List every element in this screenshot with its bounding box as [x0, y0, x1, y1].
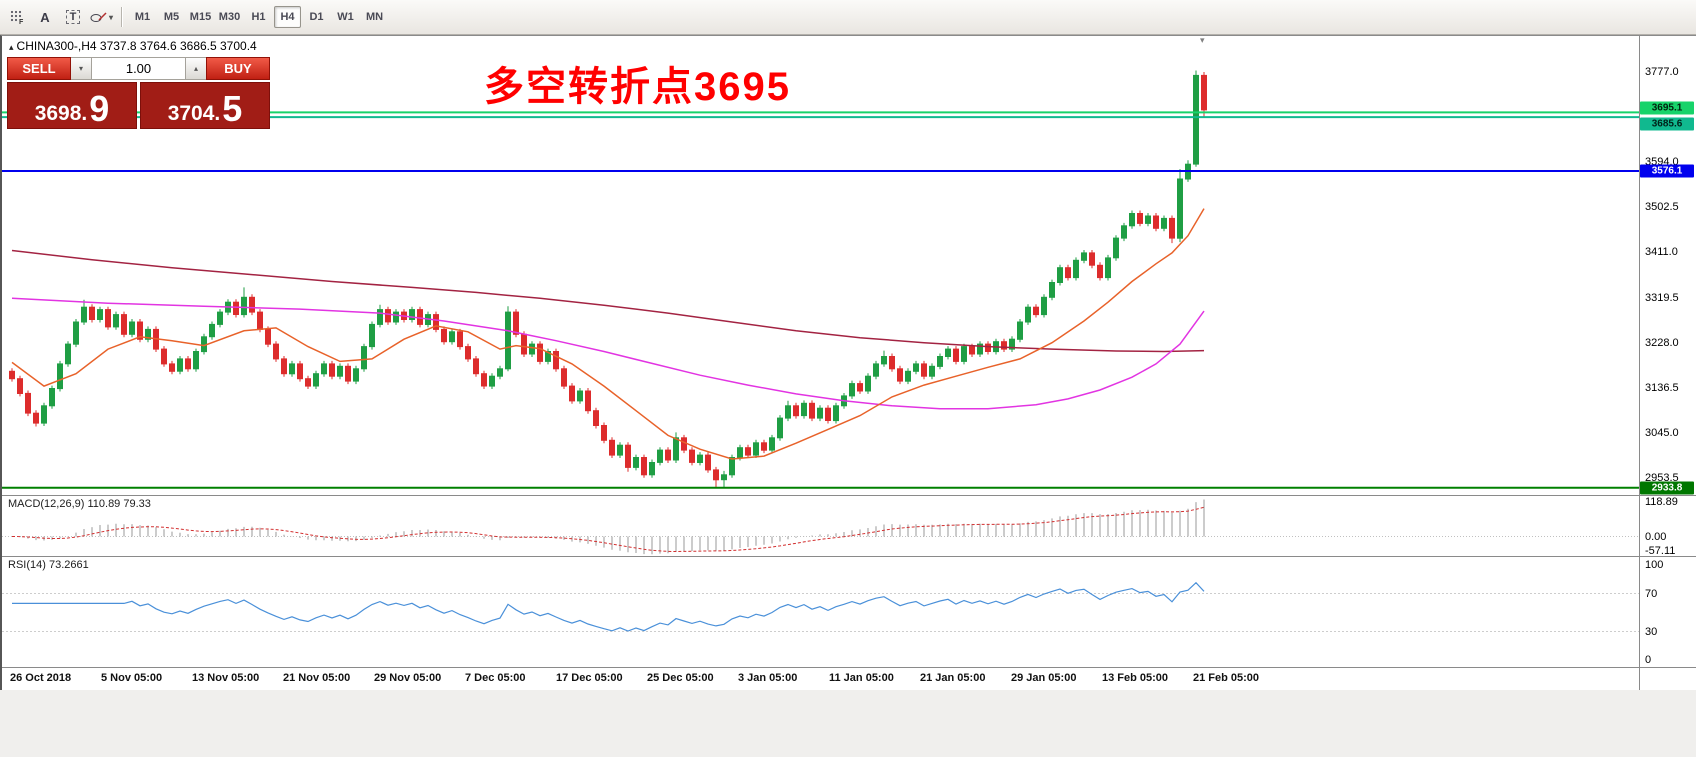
price-tag: 3695.1: [1640, 101, 1694, 115]
timeframe-m5[interactable]: M5: [158, 6, 185, 28]
grid-f-tool[interactable]: F: [4, 5, 30, 29]
time-axis-label: 11 Jan 05:00: [829, 672, 894, 684]
sell-button[interactable]: SELL: [7, 57, 71, 80]
price-axis-label: 3228.0: [1645, 336, 1679, 349]
macd-panel-plot[interactable]: MACD(12,26,9) 110.89 79.33: [2, 496, 1639, 557]
price-axis-label: 3411.0: [1645, 246, 1678, 259]
timeframe-h4[interactable]: H4: [274, 6, 301, 28]
macd-axis-label: 0.00: [1645, 530, 1667, 543]
price-axis-label: 2953.5: [1645, 472, 1679, 484]
timeframe-m30[interactable]: M30: [216, 6, 243, 28]
symbol-header: ▴ CHINA300-,H4 3737.8 3764.6 3686.5 3700.…: [9, 39, 257, 53]
price-axis[interactable]: 3777.0 3594.0 3502.5 3411.0 3319.5 3228.0 3136…: [1639, 36, 1696, 496]
shapes-tool[interactable]: ▾: [88, 5, 114, 29]
time-axis-label: 29 Nov 05:00: [374, 672, 442, 684]
candlestick-chart: [2, 70, 1639, 489]
time-axis-label: 7 Dec 05:00: [465, 672, 526, 684]
rsi-axis-label: 70: [1645, 587, 1658, 600]
sell-price-main: 3698.: [34, 102, 88, 125]
time-axis-label: 3 Jan 05:00: [738, 672, 798, 684]
workspace-background: [0, 690, 1696, 756]
time-axis-corner: [1639, 668, 1696, 690]
toolbar-separator: [121, 7, 122, 27]
sell-price-pip: 9: [89, 88, 110, 130]
price-axis-label: 3045.0: [1645, 426, 1679, 439]
rsi-panel-plot[interactable]: RSI(14) 73.2661: [2, 557, 1639, 668]
price-axis-label: 3502.5: [1645, 201, 1679, 214]
buy-price-box[interactable]: 3704. 5: [140, 82, 270, 129]
time-axis-label: 21 Nov 05:00: [283, 672, 351, 684]
main-chart-plot[interactable]: ▴ CHINA300-,H4 3737.8 3764.6 3686.5 3700.…: [2, 36, 1639, 496]
volume-dropdown-button[interactable]: ▾: [71, 57, 91, 80]
price-tag: 3685.6: [1640, 117, 1694, 131]
one-click-trade-panel: SELL ▾ ▴ BUY 3698. 9 3704. 5: [7, 57, 270, 129]
buy-button[interactable]: BUY: [206, 57, 270, 80]
text-t-tool[interactable]: T: [60, 5, 86, 29]
timeframe-w1[interactable]: W1: [332, 6, 359, 28]
toolbar: F A T ▾ M1 M5 M15 M30 H1 H4 D1 W1 MN: [0, 0, 1696, 35]
time-axis[interactable]: 26 Oct 2018 5 Nov 05:00 13 Nov 05:00 21 Nov…: [2, 668, 1639, 690]
chart-annotation: 多空转折点3695: [484, 65, 791, 109]
timeframe-d1[interactable]: D1: [303, 6, 330, 28]
volume-up-button[interactable]: ▴: [186, 57, 206, 80]
rsi-axis-label: 0: [1645, 654, 1652, 666]
price-axis-label: 3777.0: [1645, 66, 1679, 78]
timeframe-mn[interactable]: MN: [361, 6, 388, 28]
timeframe-m15[interactable]: M15: [187, 6, 214, 28]
rsi-axis-label: 30: [1645, 625, 1658, 638]
rsi-axis: 100 70 30 0: [1639, 557, 1696, 668]
rsi-chart: [2, 581, 1639, 632]
volume-input[interactable]: [91, 57, 186, 80]
macd-chart: [2, 499, 1639, 555]
time-axis-label: 21 Jan 05:00: [920, 672, 986, 684]
tool-buttons-group: F A T ▾: [3, 5, 115, 29]
macd-label: MACD(12,26,9) 110.89 79.33: [8, 498, 151, 510]
collapse-icon[interactable]: ▴: [9, 42, 14, 52]
price-tag: 2933.8: [1640, 481, 1694, 495]
macd-axis-label: -57.11: [1645, 545, 1676, 557]
macd-axis-label: 118.89: [1645, 496, 1678, 508]
rsi-label: RSI(14) 73.2661: [8, 559, 89, 571]
time-axis-label: 5 Nov 05:00: [101, 672, 163, 684]
time-axis-label: 13 Feb 05:00: [1102, 672, 1169, 684]
timeframe-h1[interactable]: H1: [245, 6, 272, 28]
svg-text:F: F: [19, 19, 24, 25]
price-axis-label: 3319.5: [1645, 291, 1679, 304]
chart-window: ▴ CHINA300-,H4 3737.8 3764.6 3686.5 3700.…: [0, 35, 1696, 690]
timeframe-group: M1 M5 M15 M30 H1 H4 D1 W1 MN: [128, 6, 389, 28]
time-axis-label: 26 Oct 2018: [10, 672, 72, 684]
text-a-tool[interactable]: A: [32, 5, 58, 29]
time-axis-label: 25 Dec 05:00: [647, 672, 714, 684]
price-axis-label: 3136.5: [1645, 381, 1679, 394]
time-axis-label: 13 Nov 05:00: [192, 672, 260, 684]
macd-axis: 118.89 0.00 -57.11: [1639, 496, 1696, 557]
rsi-axis-label: 100: [1645, 559, 1664, 571]
time-axis-label: 21 Feb 05:00: [1193, 672, 1260, 684]
time-axis-label: 29 Jan 05:00: [1011, 672, 1077, 684]
time-axis-label: 17 Dec 05:00: [556, 672, 623, 684]
timeframe-m1[interactable]: M1: [129, 6, 156, 28]
buy-price-main: 3704.: [167, 102, 221, 125]
chart-shift-marker: ▾: [1200, 36, 1205, 45]
buy-price-pip: 5: [222, 88, 243, 130]
sell-price-box[interactable]: 3698. 9: [7, 82, 137, 129]
symbol-info-text: CHINA300-,H4 3737.8 3764.6 3686.5 3700.4: [16, 39, 257, 53]
price-tag: 3576.1: [1640, 164, 1694, 178]
